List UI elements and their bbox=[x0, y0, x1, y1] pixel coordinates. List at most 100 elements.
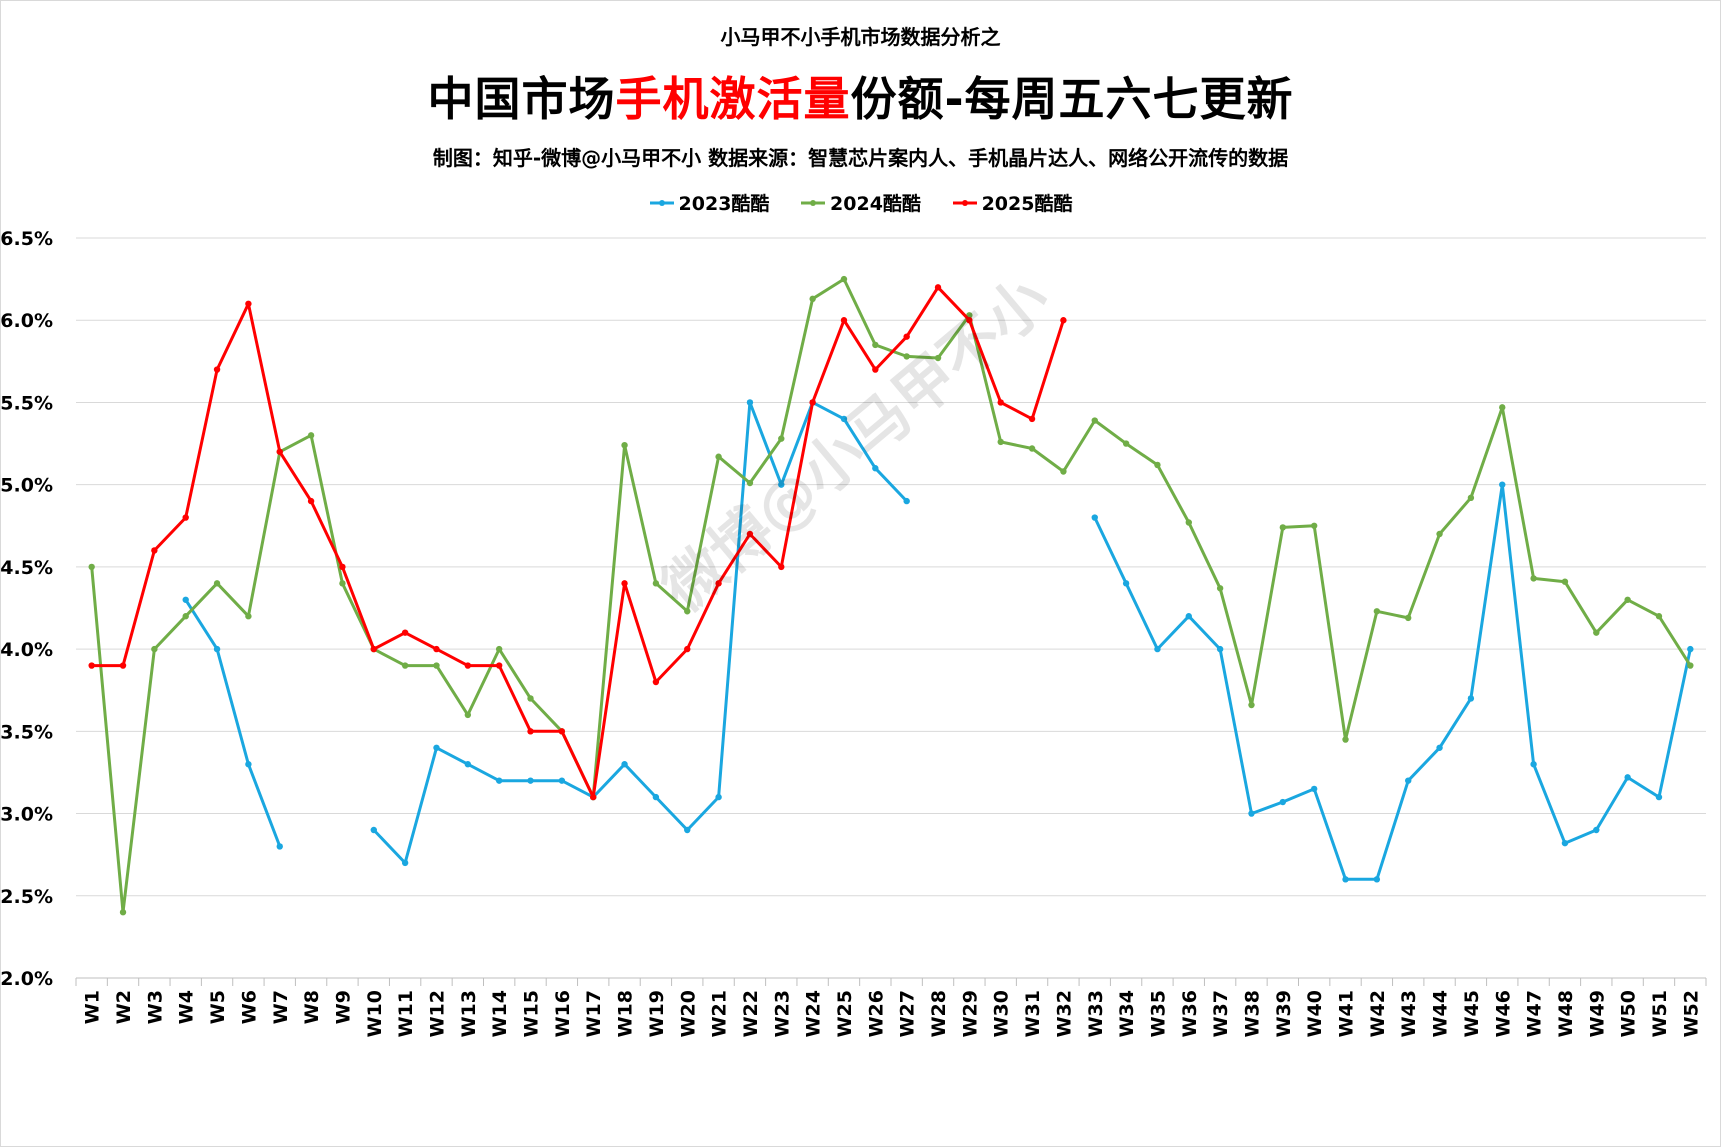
series-point-1 bbox=[245, 761, 252, 768]
x-tick-label: W45 bbox=[1461, 990, 1483, 1037]
series-point-1 bbox=[1593, 826, 1600, 834]
series-point-3 bbox=[872, 366, 879, 373]
x-tick-label: W52 bbox=[1680, 990, 1702, 1037]
series-point-2 bbox=[840, 275, 848, 283]
legend-swatch-2024 bbox=[801, 199, 826, 206]
series-point-3 bbox=[652, 678, 660, 686]
series-point-3 bbox=[119, 662, 127, 669]
y-tick-label: 5.0% bbox=[1, 475, 53, 497]
series-point-1 bbox=[1405, 777, 1412, 784]
x-tick-label: W31 bbox=[1022, 990, 1044, 1037]
series-point-2 bbox=[88, 563, 95, 571]
series-point-2 bbox=[1185, 519, 1192, 526]
x-tick-label: W16 bbox=[552, 990, 574, 1037]
x-tick-label: W13 bbox=[458, 990, 480, 1037]
series-point-3 bbox=[684, 645, 691, 653]
x-tick-label: W7 bbox=[270, 990, 292, 1024]
x-tick-label: W33 bbox=[1085, 990, 1107, 1037]
x-tick-label: W9 bbox=[332, 990, 354, 1024]
series-line-2 bbox=[90, 277, 1692, 914]
x-tick-label: W25 bbox=[834, 990, 856, 1037]
series-point-2 bbox=[1248, 701, 1255, 709]
series-point-3 bbox=[558, 728, 566, 735]
x-tick-label: W49 bbox=[1586, 990, 1608, 1037]
chart-supertitle: 小马甲不小手机市场数据分析之 bbox=[720, 25, 1001, 49]
series-point-2 bbox=[903, 353, 910, 360]
series-point-2 bbox=[433, 662, 440, 669]
series-point-1 bbox=[1279, 798, 1287, 806]
series-point-2 bbox=[307, 432, 315, 439]
series-point-3 bbox=[276, 448, 283, 455]
series-point-3 bbox=[433, 645, 440, 653]
series-point-3 bbox=[182, 514, 189, 521]
series-point-1 bbox=[213, 645, 221, 653]
x-tick-label: W43 bbox=[1398, 990, 1420, 1037]
series-point-2 bbox=[997, 438, 1004, 446]
series-point-3 bbox=[495, 662, 503, 669]
x-tick-label: W46 bbox=[1492, 990, 1514, 1037]
series-point-1 bbox=[746, 399, 754, 406]
x-tick-label: W2 bbox=[113, 990, 135, 1024]
series-point-3 bbox=[213, 366, 221, 373]
series-point-2 bbox=[527, 695, 534, 702]
series-point-1 bbox=[1185, 613, 1192, 620]
series-point-2 bbox=[1655, 613, 1663, 620]
series-point-3 bbox=[715, 580, 722, 587]
series-point-2 bbox=[1561, 578, 1569, 585]
title-highlight: 手机激活量 bbox=[615, 72, 851, 126]
series-point-1 bbox=[1310, 785, 1318, 793]
x-tick-label: W51 bbox=[1649, 990, 1671, 1037]
series-point-1 bbox=[182, 596, 189, 603]
x-tick-label: W27 bbox=[897, 990, 919, 1037]
x-tick-label: W48 bbox=[1555, 990, 1577, 1037]
series-point-3 bbox=[1060, 317, 1067, 324]
x-tick-label: W26 bbox=[865, 990, 887, 1037]
series-point-2 bbox=[684, 608, 691, 615]
series-point-2 bbox=[652, 580, 660, 587]
x-tick-label: W4 bbox=[176, 990, 198, 1024]
series-point-1 bbox=[1499, 481, 1506, 488]
series-point-3 bbox=[339, 563, 346, 571]
x-tick-label: W3 bbox=[144, 990, 166, 1024]
series-point-2 bbox=[1530, 575, 1537, 582]
series-point-2 bbox=[1028, 445, 1036, 452]
series-point-2 bbox=[151, 645, 158, 653]
legend-label-2025: 2025酷酷 bbox=[981, 193, 1073, 215]
series-point-1 bbox=[684, 826, 691, 834]
chart-credit: 制图：知乎-微博@小马甲不小 数据来源：智慧芯片案内人、手机晶片达人、网络公开流… bbox=[432, 146, 1289, 170]
series-point-1 bbox=[903, 497, 910, 505]
x-tick-label: W35 bbox=[1147, 990, 1169, 1037]
series-point-2 bbox=[1436, 530, 1443, 538]
series-point-1 bbox=[1561, 839, 1569, 847]
legend-swatch-2025 bbox=[952, 199, 977, 206]
legend-item-2024: 2024酷酷 bbox=[800, 189, 921, 216]
chart-title: 中国市场手机激活量份额-每周五六七更新 bbox=[1, 63, 1720, 129]
series-point-2 bbox=[746, 479, 754, 487]
y-tick-label: 3.0% bbox=[1, 804, 53, 826]
series-point-1 bbox=[1436, 744, 1443, 751]
series-point-2 bbox=[1154, 461, 1161, 469]
series-point-1 bbox=[558, 777, 566, 784]
series-point-2 bbox=[872, 341, 879, 349]
series-point-3 bbox=[370, 645, 377, 653]
series-point-3 bbox=[307, 497, 315, 505]
series-point-2 bbox=[1279, 524, 1287, 531]
series-point-3 bbox=[903, 333, 910, 340]
y-tick-label: 4.5% bbox=[1, 557, 53, 579]
series-point-2 bbox=[1405, 614, 1412, 622]
x-tick-label: W11 bbox=[395, 990, 417, 1037]
x-tick-label: W8 bbox=[301, 990, 323, 1024]
x-tick-label: W23 bbox=[771, 990, 793, 1037]
series-point-1 bbox=[1530, 761, 1537, 768]
series-point-3 bbox=[401, 629, 409, 636]
series-point-1 bbox=[1091, 514, 1098, 521]
series-point-2 bbox=[1342, 736, 1349, 743]
series-point-2 bbox=[213, 580, 221, 587]
x-tick-label: W5 bbox=[207, 990, 229, 1024]
series-point-2 bbox=[1091, 417, 1098, 424]
series-point-1 bbox=[1467, 695, 1475, 702]
series-point-3 bbox=[746, 530, 754, 538]
series-point-1 bbox=[1154, 645, 1161, 653]
x-tick-label: W21 bbox=[709, 990, 731, 1037]
series-point-3 bbox=[590, 793, 597, 801]
